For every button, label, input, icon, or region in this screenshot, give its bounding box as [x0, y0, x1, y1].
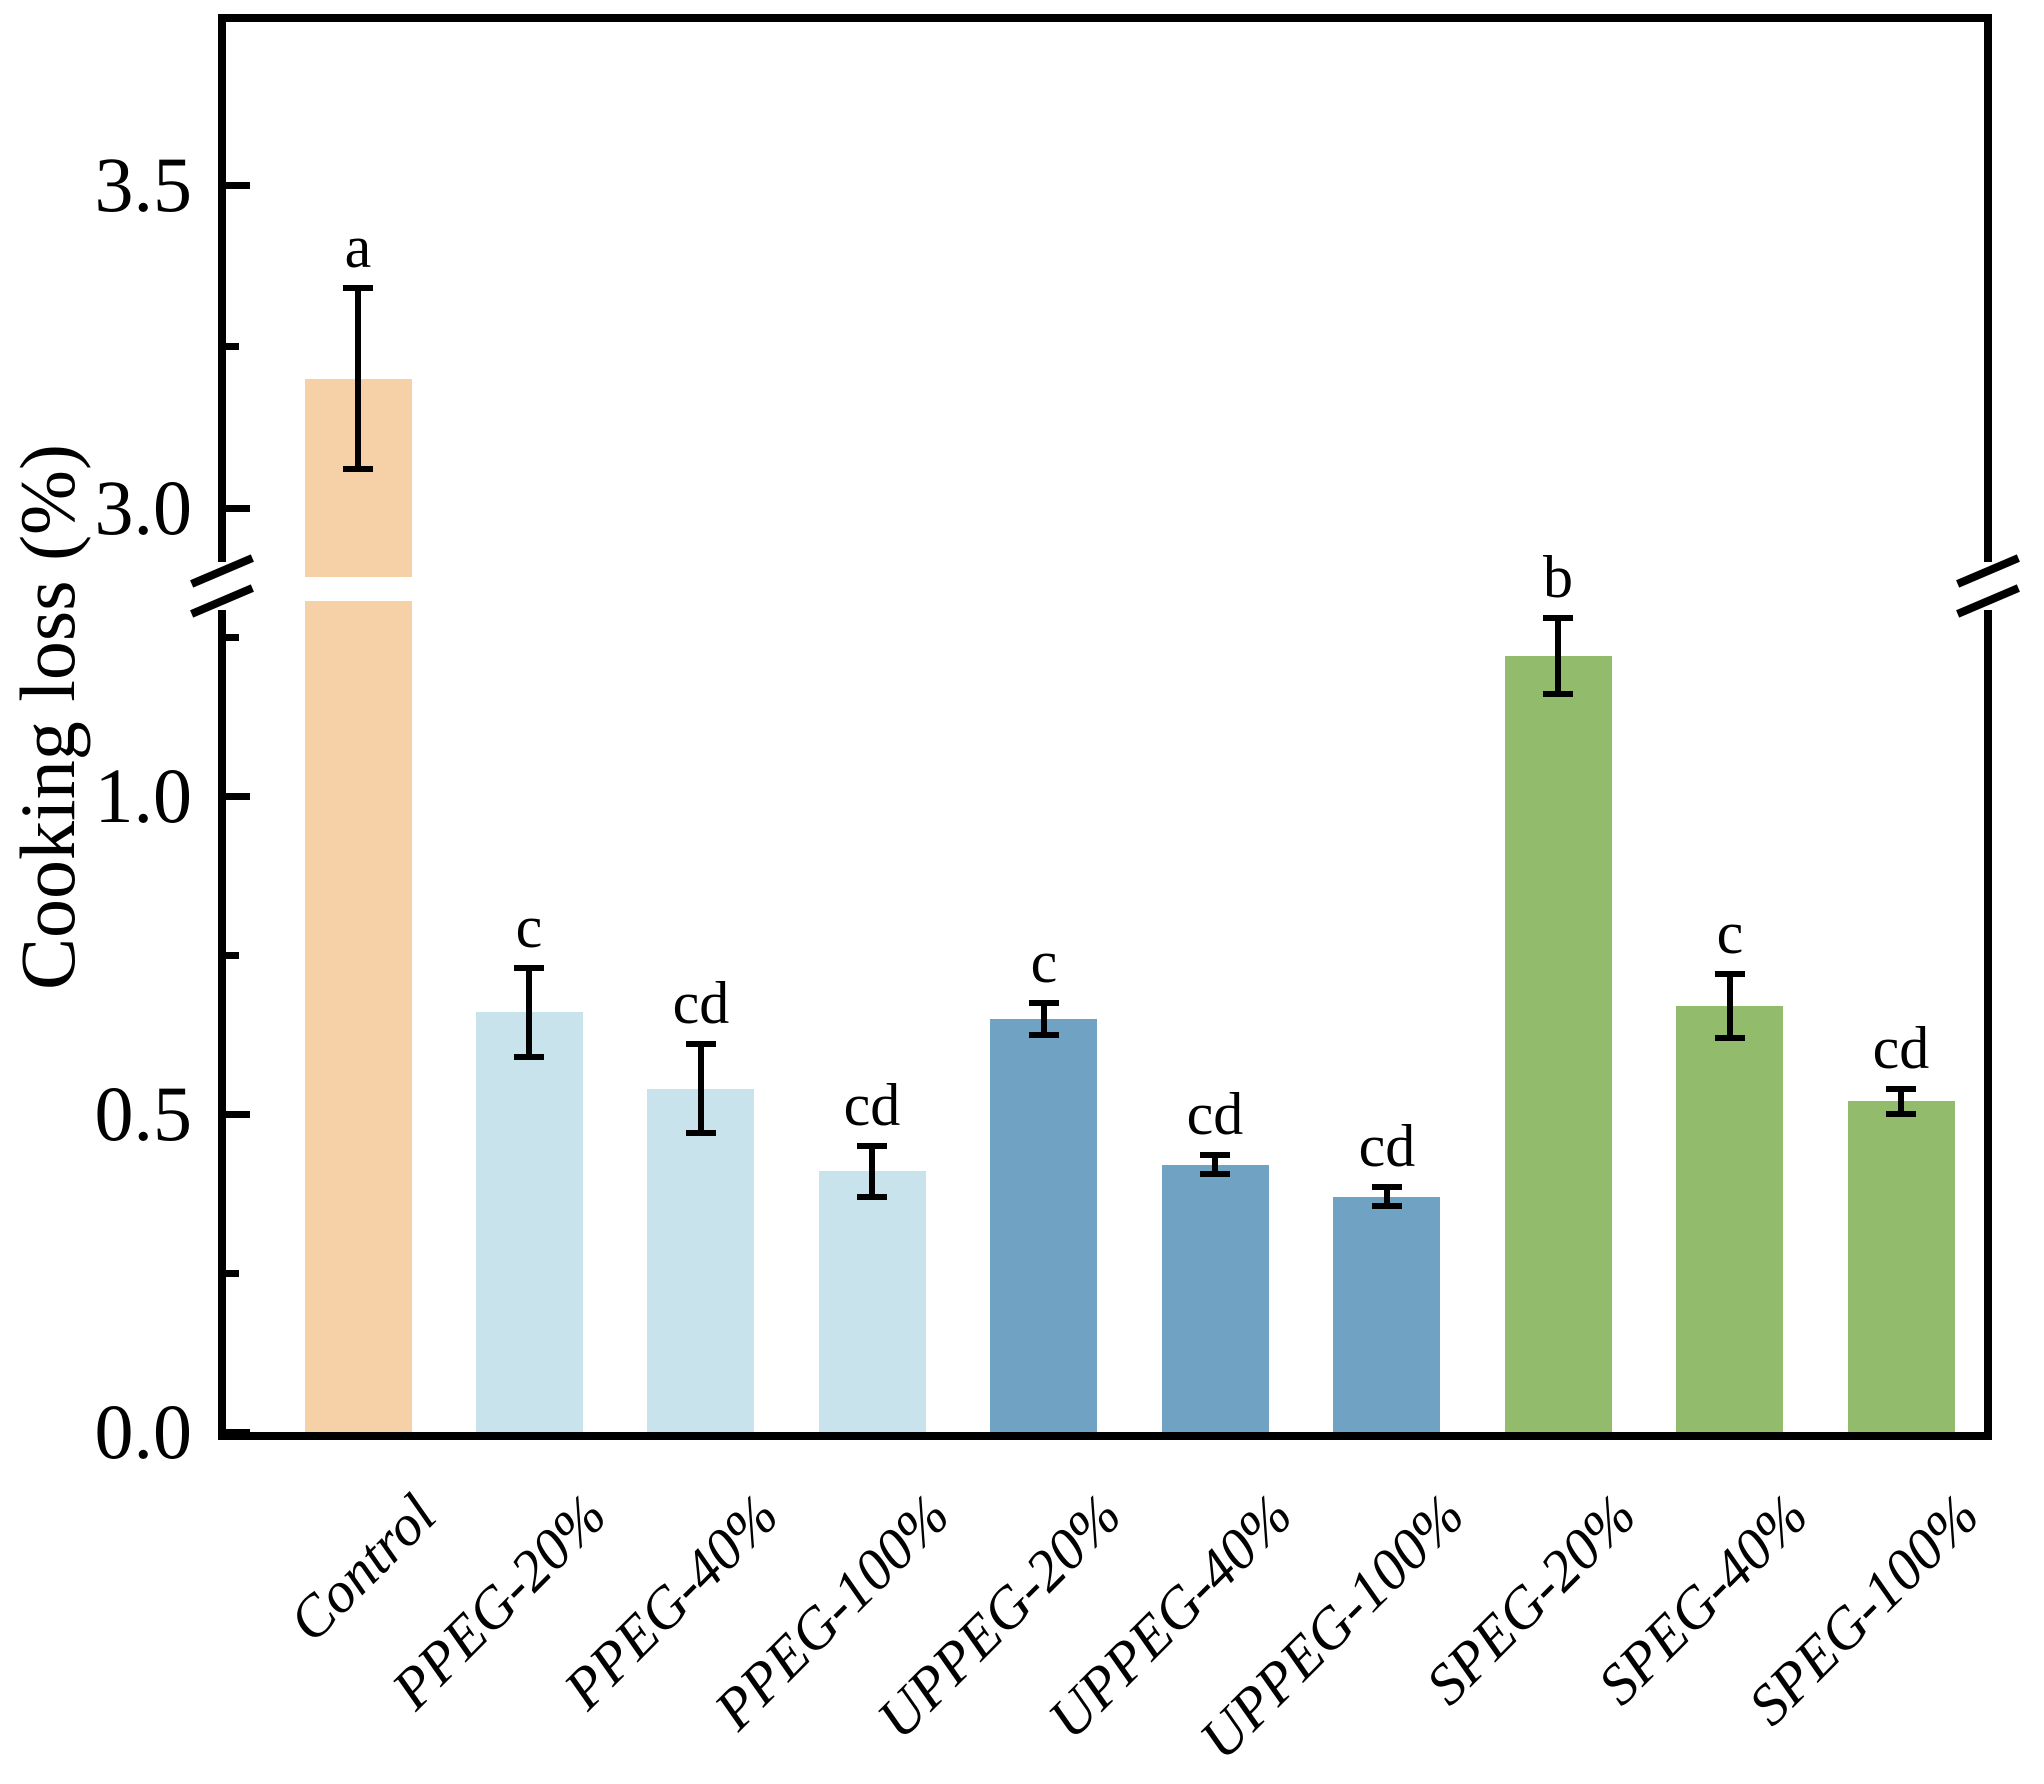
error-bar [698, 1044, 704, 1133]
error-bar-cap [1200, 1152, 1230, 1158]
y-major-tick [226, 1111, 250, 1118]
error-bar-cap [1372, 1184, 1402, 1190]
error-bar-cap [514, 965, 544, 971]
bar-uppeg-40- [1162, 1165, 1269, 1432]
error-bar-cap [514, 1054, 544, 1060]
significance-letter: c [1716, 900, 1744, 966]
y-minor-tick [226, 634, 239, 641]
error-bar-cap [343, 466, 373, 472]
error-bar-cap [857, 1194, 887, 1200]
error-bar-cap [1886, 1111, 1916, 1117]
significance-letter: b [1543, 544, 1573, 610]
y-minor-tick [226, 1270, 239, 1277]
significance-letter: c [1030, 929, 1058, 995]
significance-letter: a [344, 214, 372, 280]
bar-speg-40- [1676, 1006, 1783, 1432]
error-bar-cap [1886, 1086, 1916, 1092]
bar-uppeg-20- [990, 1019, 1097, 1432]
significance-letter: cd [1872, 1015, 1930, 1081]
error-bar [526, 968, 532, 1057]
y-major-tick [226, 1429, 250, 1436]
error-bar-cap [1029, 1032, 1059, 1038]
axis-break-bar-gap [303, 577, 414, 601]
x-tick-label: Control [275, 1481, 448, 1654]
significance-letter: cd [843, 1072, 901, 1138]
error-bar [1212, 1155, 1218, 1174]
error-bar [1384, 1187, 1390, 1206]
error-bar-cap [1372, 1203, 1402, 1209]
y-tick-label: 0.5 [94, 1070, 193, 1157]
error-bar [1041, 1003, 1047, 1035]
y-tick-label: 3.5 [94, 141, 193, 228]
error-bar-cap [686, 1041, 716, 1047]
y-minor-tick [226, 952, 239, 959]
significance-letter: cd [1186, 1081, 1244, 1147]
y-major-tick [226, 182, 250, 189]
y-major-tick [226, 793, 250, 800]
bar-control [305, 379, 412, 1432]
y-tick-label: 3.0 [94, 464, 193, 551]
bar-speg-20- [1505, 656, 1612, 1432]
y-minor-tick [226, 343, 239, 350]
error-bar-cap [1715, 971, 1745, 977]
error-bar-cap [857, 1143, 887, 1149]
error-bar-cap [686, 1130, 716, 1136]
error-bar-cap [1715, 1035, 1745, 1041]
bar-ppeg-20- [476, 1012, 583, 1432]
y-tick-label: 0.0 [94, 1388, 193, 1475]
error-bar-cap [343, 285, 373, 291]
error-bar-cap [1200, 1171, 1230, 1177]
bar-uppeg-100- [1333, 1197, 1440, 1432]
error-bar-cap [1543, 691, 1573, 697]
y-major-tick [226, 505, 250, 512]
error-bar [1555, 618, 1561, 694]
bar-speg-100- [1848, 1101, 1955, 1432]
error-bar [869, 1146, 875, 1197]
significance-letter: cd [1358, 1113, 1416, 1179]
error-bar-cap [1543, 615, 1573, 621]
y-tick-label: 1.0 [94, 752, 193, 839]
significance-letter: cd [672, 970, 730, 1036]
bar-ppeg-40- [647, 1089, 754, 1432]
significance-letter: c [515, 894, 543, 960]
error-bar [1898, 1089, 1904, 1114]
error-bar [355, 288, 361, 469]
bar-ppeg-100- [819, 1171, 926, 1432]
error-bar [1727, 974, 1733, 1038]
error-bar-cap [1029, 1000, 1059, 1006]
